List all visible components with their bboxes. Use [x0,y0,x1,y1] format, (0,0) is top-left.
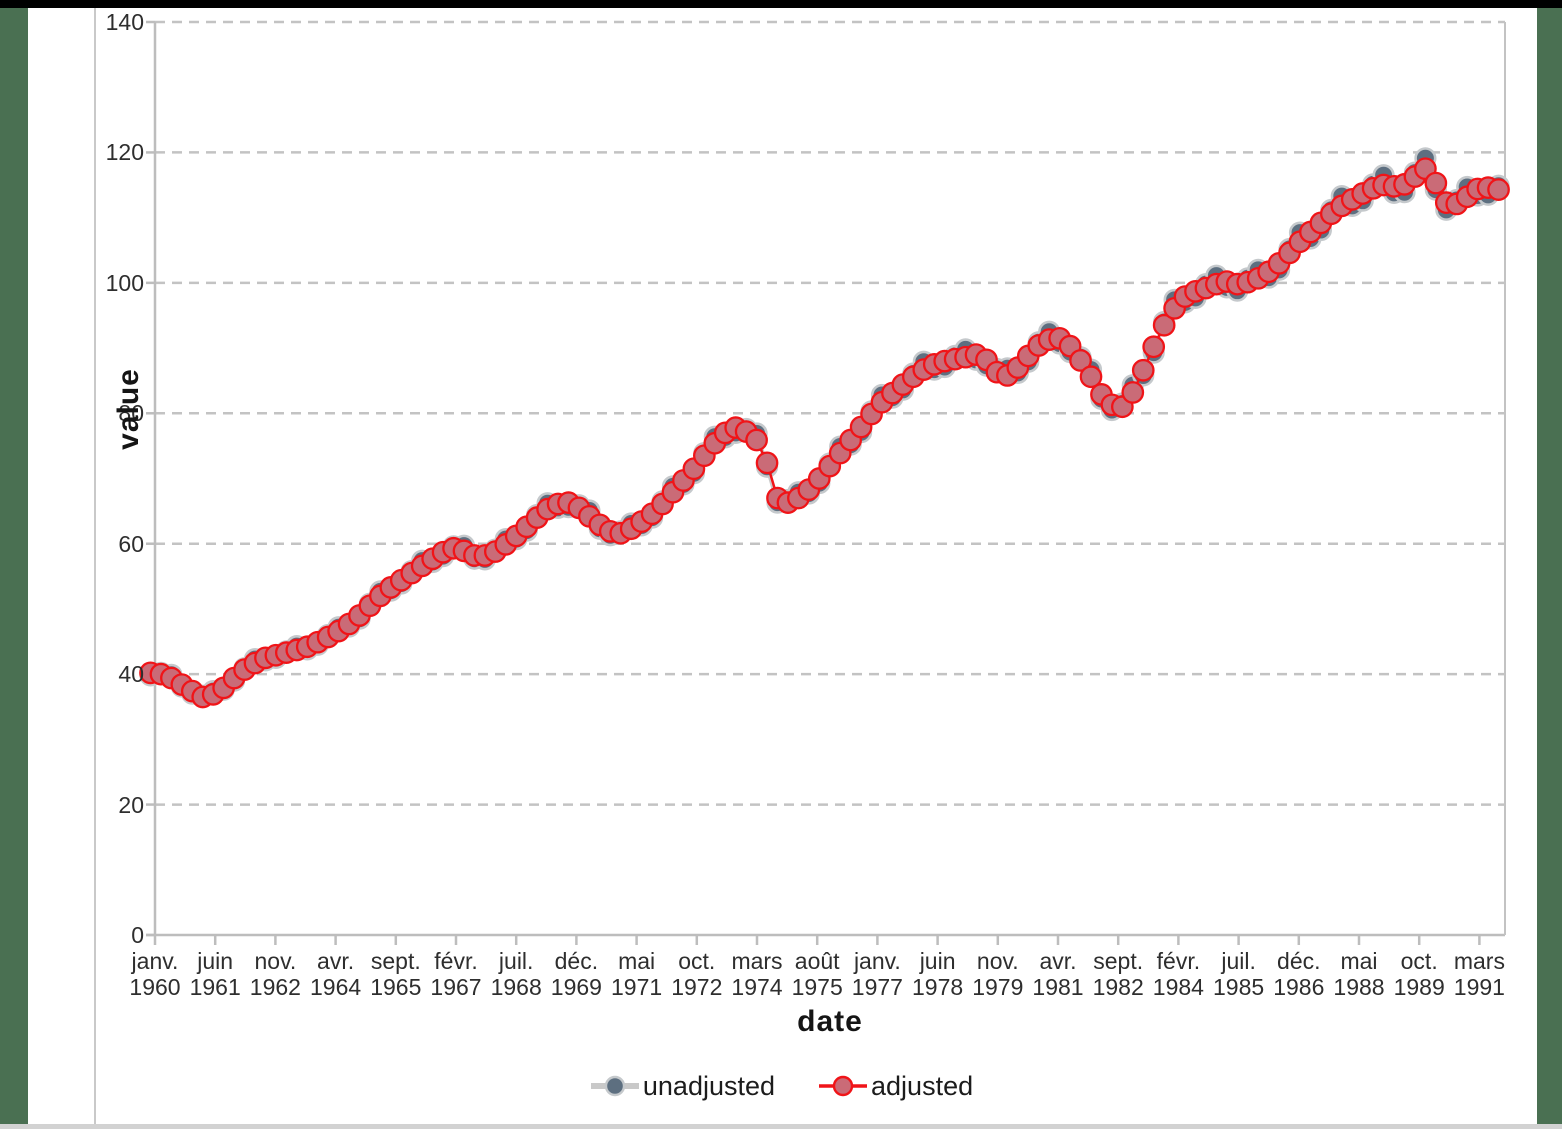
y-tick-label: 20 [118,791,144,818]
x-tick-label: août 1975 [791,948,843,1000]
x-tick-label: févr. 1967 [430,948,482,1000]
y-tick-label: 60 [118,530,144,557]
x-tick-label: mars 1974 [731,948,783,1000]
y-axis-title: value [112,368,145,450]
y-tick-label: 40 [118,661,144,688]
legend-item-adjusted[interactable]: adjusted [817,1071,973,1102]
chart-legend: unadjusted adjusted [441,1066,1121,1106]
y-tick-label: 120 [105,139,144,166]
x-tick-label: juin 1961 [189,948,241,1000]
x-tick-label: mai 1971 [611,948,663,1000]
legend-swatch-adjusted-icon [819,1075,868,1097]
y-tick-label: 0 [131,922,144,948]
x-tick-label: déc. 1969 [550,948,602,1000]
y-tick-label: 80 [118,400,144,427]
x-tick-label: févr. 1984 [1152,948,1204,1000]
x-tick-label: nov. 1979 [972,948,1024,1000]
x-tick-label: mars 1991 [1453,948,1505,1000]
x-tick-label: janv. 1977 [851,948,903,1000]
x-tick-label: juil. 1968 [490,948,542,1000]
x-tick-label: déc. 1986 [1273,948,1325,1000]
legend-item-unadjusted[interactable]: unadjusted [589,1071,775,1102]
legend-label-unadjusted: unadjusted [642,1070,776,1101]
window-top-border [0,0,1562,8]
x-axis-title: date [797,1005,863,1038]
legend-label-adjusted: adjusted [871,1070,974,1101]
x-tick-label: sept. 1982 [1092,948,1144,1000]
y-tick-label: 100 [105,269,144,296]
legend-swatch-unadjusted-icon [590,1075,639,1097]
desktop-edge-left [0,8,28,1124]
x-tick-label: mai 1988 [1333,948,1385,1000]
x-tick-label: juin 1978 [912,948,964,1000]
window-bottom-border [0,1124,1562,1129]
desktop-edge-right [1537,8,1562,1124]
x-tick-label: juil. 1985 [1213,948,1265,1000]
chart-panel-border [94,8,96,1124]
x-tick-label: avr. 1981 [1032,948,1084,1000]
x-tick-label: janv. 1960 [129,948,181,1000]
x-tick-label: nov. 1962 [249,948,301,1000]
x-tick-label: oct. 1972 [671,948,723,1000]
x-tick-label: sept. 1965 [370,948,422,1000]
y-tick-label: 140 [105,9,144,35]
x-tick-label: avr. 1964 [310,948,362,1000]
x-tick-label: oct. 1989 [1393,948,1445,1000]
